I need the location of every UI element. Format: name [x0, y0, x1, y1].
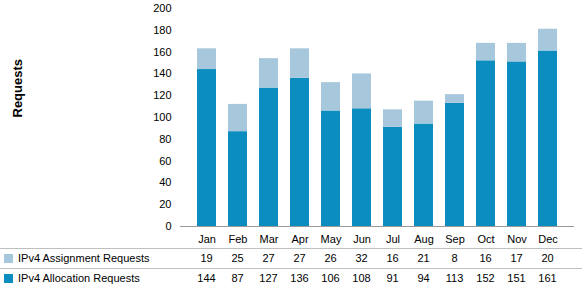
html-text:144: 144 [197, 272, 216, 284]
svg-text:160: 160 [153, 46, 171, 58]
svg-text:20: 20 [159, 198, 171, 210]
svg-text:Jul: Jul [386, 233, 400, 245]
html-text:16: 16 [479, 252, 492, 264]
svg-text:Aug: Aug [414, 233, 434, 245]
svg-text:120: 120 [153, 89, 171, 101]
html-text:108: 108 [352, 272, 371, 284]
svg-text:Dec: Dec [538, 233, 558, 245]
html-text:21: 21 [417, 252, 430, 264]
svg-text:100: 100 [153, 111, 171, 123]
svg-text:Mar: Mar [260, 233, 279, 245]
svg-text:60: 60 [159, 155, 171, 167]
html-text:27: 27 [293, 252, 306, 264]
html-text:27: 27 [262, 252, 275, 264]
html-text:91: 91 [386, 272, 399, 284]
html-text:127: 127 [259, 272, 278, 284]
svg-text:May: May [321, 233, 342, 245]
svg-text:Nov: Nov [507, 233, 527, 245]
html-text:87: 87 [231, 272, 244, 284]
svg-text:180: 180 [153, 24, 171, 36]
svg-text:0: 0 [165, 220, 171, 232]
html-text:106: 106 [321, 272, 340, 284]
html-text:94: 94 [417, 272, 430, 284]
html-text:113: 113 [445, 272, 464, 284]
svg-text:40: 40 [159, 176, 171, 188]
svg-text:Jan: Jan [198, 233, 216, 245]
svg-text:140: 140 [153, 67, 171, 79]
html-text:32: 32 [355, 252, 368, 264]
html-text:19: 19 [200, 252, 213, 264]
html-text:IPv4 Allocation Requests: IPv4 Allocation Requests [18, 272, 140, 284]
svg-text:200: 200 [153, 2, 171, 14]
html-text:151: 151 [507, 272, 526, 284]
html-text:8: 8 [451, 252, 458, 264]
html-text:17: 17 [510, 252, 523, 264]
svg-text:Jun: Jun [353, 233, 371, 245]
svg-text:Oct: Oct [477, 233, 494, 245]
svg-text:Requests: Requests [10, 59, 25, 118]
html-text:136: 136 [290, 272, 309, 284]
svg-text:Apr: Apr [291, 233, 308, 245]
html-text:152: 152 [476, 272, 495, 284]
svg-text:80: 80 [159, 133, 171, 145]
svg-text:Sep: Sep [445, 233, 465, 245]
svg-text:Feb: Feb [229, 233, 248, 245]
html-text:25: 25 [231, 252, 244, 264]
html-text:20: 20 [541, 252, 554, 264]
html-text:26: 26 [324, 252, 337, 264]
html-text:161: 161 [538, 272, 557, 284]
html-text:16: 16 [386, 252, 399, 264]
html-text:IPv4 Assignment Requests: IPv4 Assignment Requests [18, 252, 150, 264]
